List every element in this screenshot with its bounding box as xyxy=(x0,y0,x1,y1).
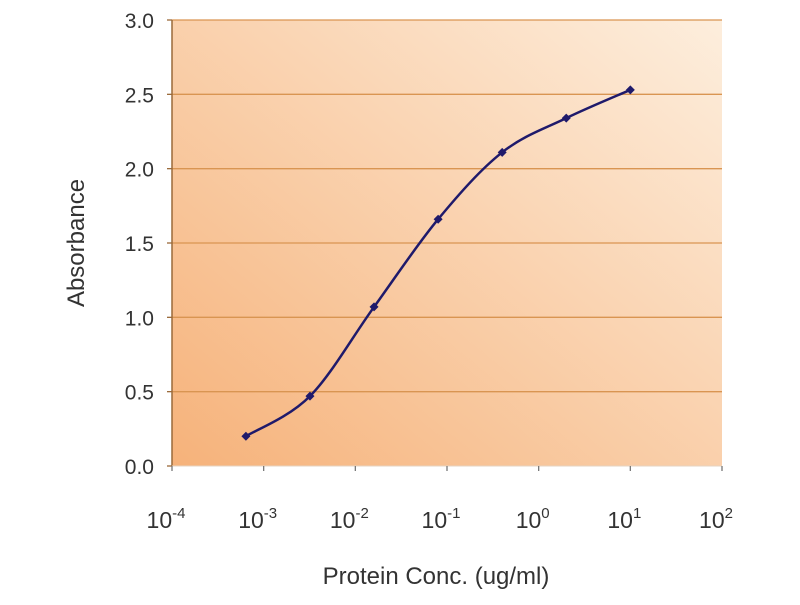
y-tick-label: 2.0 xyxy=(125,159,154,182)
data-point xyxy=(433,214,443,224)
x-axis-label: Protein Conc. (ug/ml) xyxy=(323,563,550,590)
data-point xyxy=(625,85,635,95)
x-tick-label: 10-4 xyxy=(147,505,186,533)
data-point xyxy=(497,147,507,157)
x-tick-label: 102 xyxy=(699,505,733,533)
data-point xyxy=(305,391,315,401)
y-tick-label: 2.5 xyxy=(125,84,154,107)
x-tick-label: 101 xyxy=(607,505,641,533)
y-tick-label: 0.5 xyxy=(125,382,154,405)
y-tick-label: 1.0 xyxy=(125,307,154,330)
data-point xyxy=(369,302,379,312)
x-tick-label: 100 xyxy=(516,505,550,533)
y-axis-label: Absorbance xyxy=(63,179,90,307)
y-tick-label: 3.0 xyxy=(125,10,154,33)
data-point xyxy=(561,113,571,123)
data-point xyxy=(241,431,251,441)
x-tick-label: 10-1 xyxy=(422,505,461,533)
x-tick-label: 10-2 xyxy=(330,505,369,533)
x-tick-label: 10-3 xyxy=(238,505,277,533)
y-tick-label: 1.5 xyxy=(125,233,154,256)
y-tick-label: 0.0 xyxy=(125,456,154,479)
